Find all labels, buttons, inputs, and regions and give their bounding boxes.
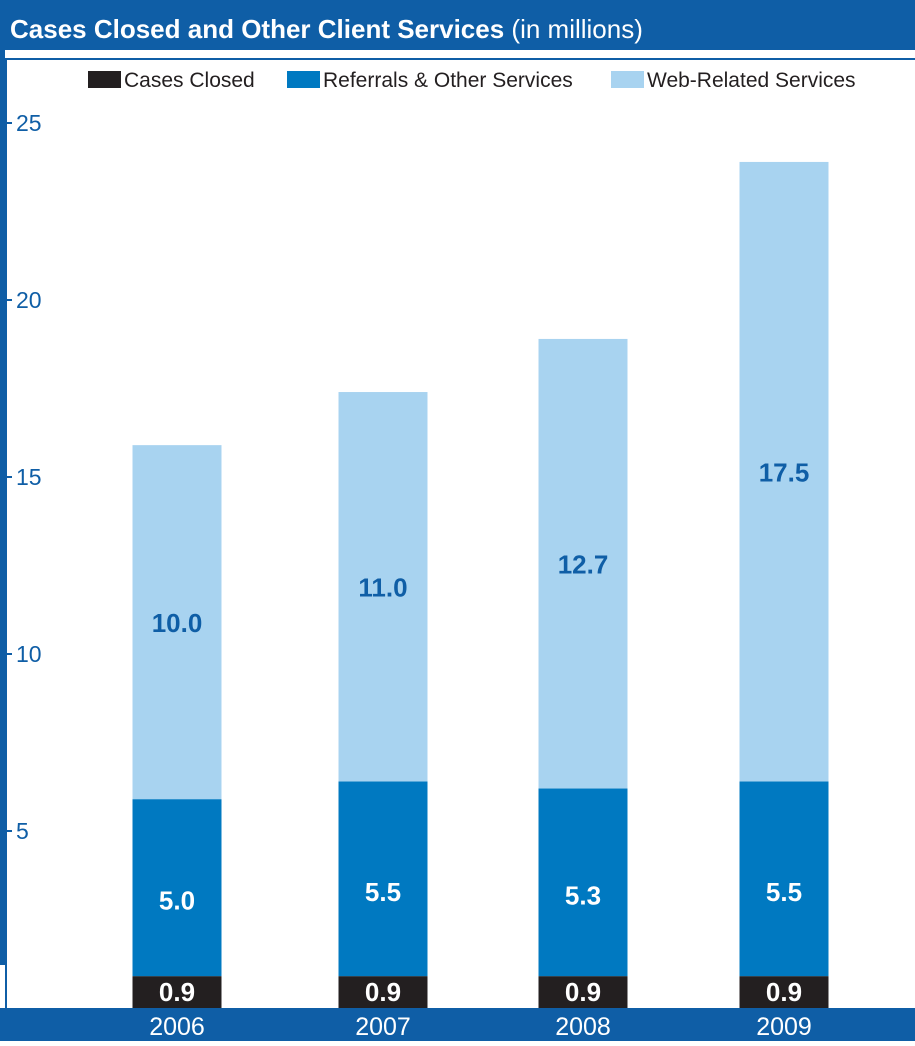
- bar-cases-closed-2007: [338, 976, 428, 1008]
- value-label-referrals-2006: 5.0: [159, 886, 195, 916]
- legend-swatch-cases-closed: [88, 71, 121, 88]
- value-label-cases-closed-2008: 0.9: [565, 977, 601, 1007]
- bar-web-2006: [132, 445, 222, 800]
- frame-inner-line: [5, 60, 7, 1010]
- value-label-referrals-2008: 5.3: [565, 880, 601, 910]
- chart-title-suffix: (in millions): [504, 14, 643, 44]
- bar-cases-closed-2006: [132, 976, 222, 1008]
- value-label-referrals-2007: 5.5: [365, 877, 401, 907]
- legend-swatch-web: [611, 71, 644, 88]
- value-label-web-2008: 12.7: [558, 550, 609, 580]
- value-label-cases-closed-2007: 0.9: [365, 977, 401, 1007]
- frame-left-border: [0, 50, 5, 965]
- frame-top-line: [5, 58, 915, 60]
- legend-label-referrals: Referrals & Other Services: [323, 69, 573, 92]
- x-label-2007: 2007: [355, 1013, 411, 1041]
- legend: Cases Closed Referrals & Other Services …: [88, 69, 856, 92]
- bar-web-2007: [338, 392, 428, 782]
- x-label-2008: 2008: [555, 1013, 611, 1041]
- chart-title: Cases Closed and Other Client Services (…: [10, 14, 643, 44]
- bar-cases-closed-2008: [538, 976, 628, 1008]
- x-label-2009: 2009: [756, 1013, 812, 1041]
- bar-referrals-2007: [338, 781, 428, 977]
- bar-cases-closed-2009: [739, 976, 829, 1008]
- bar-referrals-2009: [739, 781, 829, 977]
- value-label-web-2009: 17.5: [759, 458, 810, 488]
- y-tick-label-20: 20: [16, 287, 42, 313]
- bar-referrals-2008: [538, 788, 628, 977]
- legend-label-cases-closed: Cases Closed: [124, 69, 255, 92]
- legend-label-web: Web-Related Services: [647, 69, 856, 92]
- value-label-cases-closed-2006: 0.9: [159, 977, 195, 1007]
- x-label-2006: 2006: [149, 1013, 205, 1041]
- y-axis: 5 10 15 20 25: [5, 110, 42, 844]
- value-label-referrals-2009: 5.5: [766, 877, 802, 907]
- chart-title-bold: Cases Closed and Other Client Services: [10, 14, 504, 44]
- value-label-web-2007: 11.0: [358, 573, 407, 603]
- y-tick-label-5: 5: [16, 818, 29, 844]
- legend-swatch-referrals: [287, 71, 320, 88]
- value-label-cases-closed-2009: 0.9: [766, 977, 802, 1007]
- bar-referrals-2006: [132, 799, 222, 977]
- bars-group: 0.9 5.0 10.0 0.9 5.5 11.0 0.9 5.3 12.7 0.9 5.5 17.5: [132, 161, 829, 1008]
- value-label-web-2006: 10.0: [152, 608, 203, 638]
- bar-web-2008: [538, 338, 628, 789]
- bar-web-2009: [739, 161, 829, 782]
- header-bar: [0, 0, 915, 50]
- y-tick-label-15: 15: [16, 464, 42, 490]
- frame-bottom-band: [0, 1008, 915, 1041]
- y-tick-label-25: 25: [16, 110, 42, 136]
- y-tick-label-10: 10: [16, 641, 42, 667]
- x-axis: 2006 2007 2008 2009: [149, 1013, 812, 1041]
